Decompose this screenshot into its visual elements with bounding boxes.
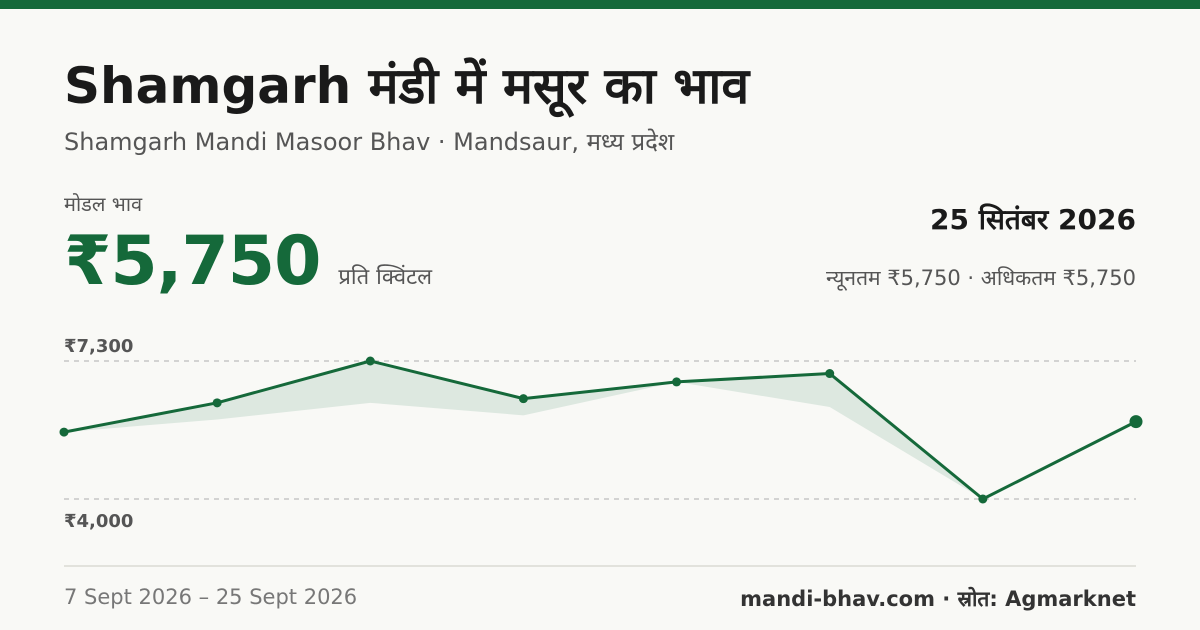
y-tick-label-0: ₹7,300 bbox=[64, 336, 133, 357]
top-accent-bar bbox=[0, 0, 1200, 9]
date-period: 7 Sept 2026 – 25 Sept 2026 bbox=[64, 585, 358, 609]
data-point-1 bbox=[212, 398, 222, 408]
price-range: न्यूनतम ₹5,750 · अधिकतम ₹5,750 bbox=[826, 266, 1136, 290]
page-title: Shamgarh मंडी में मसूर का भाव bbox=[64, 57, 750, 115]
series-line bbox=[63, 359, 1137, 501]
model-price-unit: प्रति क्विंटल bbox=[338, 265, 433, 290]
price-band-area bbox=[64, 361, 1136, 499]
data-point-5 bbox=[825, 369, 835, 379]
price-date: 25 सितंबर 2026 bbox=[930, 203, 1136, 236]
price-trend-chart: ₹7,300 ₹4,000 bbox=[59, 336, 1143, 532]
model-price: ₹5,750 प्रति क्विंटल bbox=[64, 222, 432, 301]
data-point-0 bbox=[59, 427, 69, 437]
data-point-6 bbox=[978, 494, 988, 504]
source-credit: mandi-bhav.com · स्रोत: Agmarknet bbox=[740, 587, 1136, 611]
page-subtitle: Shamgarh Mandi Masoor Bhav · Mandsaur, म… bbox=[64, 128, 675, 156]
data-point-4 bbox=[672, 377, 682, 387]
model-price-value: ₹5,750 bbox=[64, 222, 321, 301]
model-price-label: मोडल भाव bbox=[64, 192, 143, 216]
chart-divider bbox=[64, 565, 1136, 567]
data-point-3 bbox=[518, 394, 528, 404]
y-tick-label-1: ₹4,000 bbox=[64, 511, 133, 532]
data-point-7 bbox=[1129, 415, 1143, 429]
data-point-2 bbox=[365, 356, 375, 366]
